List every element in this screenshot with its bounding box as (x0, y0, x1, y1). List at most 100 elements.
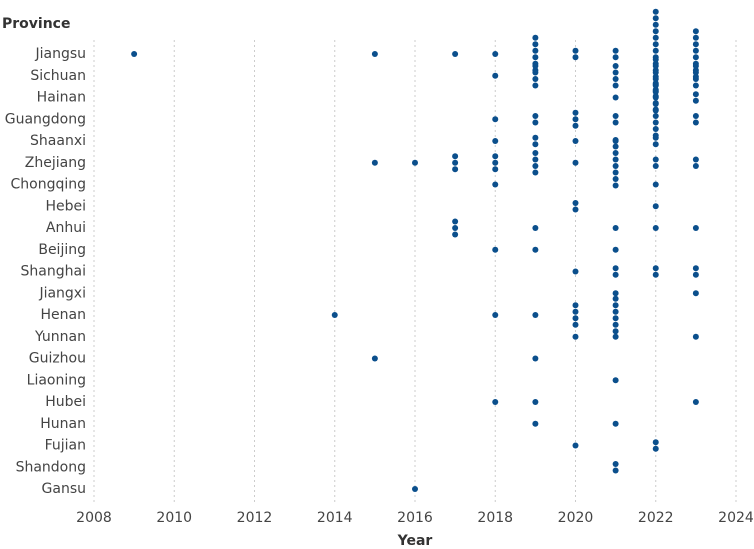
dot (532, 34, 539, 41)
dot (492, 399, 499, 405)
dot (612, 63, 619, 69)
dot (572, 333, 579, 340)
dot (692, 163, 699, 169)
dot (652, 225, 659, 231)
dot (572, 109, 579, 116)
dot (612, 315, 619, 322)
dot (532, 41, 539, 48)
dot (652, 15, 659, 22)
dot (612, 82, 619, 89)
dot (692, 271, 699, 278)
dot (612, 137, 619, 143)
dot (692, 54, 699, 61)
dot (692, 47, 699, 54)
dot (452, 225, 459, 231)
dot (692, 113, 699, 119)
dot (492, 159, 499, 166)
dot (532, 399, 539, 405)
x-tick-label: 2014 (317, 510, 353, 526)
dot (612, 302, 619, 309)
y-tick-label: Shanghai (21, 264, 86, 280)
x-axis-title: Year (397, 533, 433, 549)
dot (612, 265, 619, 272)
dot (532, 156, 539, 163)
dot (572, 268, 579, 275)
dot (692, 91, 699, 98)
dot (612, 156, 619, 163)
dot (652, 445, 659, 452)
dot (452, 51, 459, 57)
dot (692, 34, 699, 41)
dot (652, 126, 659, 132)
dot (652, 141, 659, 148)
dot (532, 312, 539, 318)
dot (492, 166, 499, 173)
dot (532, 113, 539, 119)
dot (652, 63, 659, 69)
dot (532, 355, 539, 362)
dot (692, 399, 699, 405)
dot (532, 141, 539, 148)
dot (692, 82, 699, 89)
dot (371, 51, 378, 57)
y-tick-label: Liaoning (27, 372, 86, 388)
dot (692, 265, 699, 272)
dot (371, 159, 378, 166)
dot (492, 138, 499, 144)
x-tick-label: 2016 (397, 510, 433, 526)
dot (612, 150, 619, 156)
dot (452, 153, 459, 160)
dot (612, 420, 619, 427)
y-tick-label: Guizhou (29, 351, 86, 367)
dot (692, 333, 699, 340)
dot (532, 134, 539, 141)
dot (612, 328, 619, 335)
dot (612, 308, 619, 315)
dot (492, 312, 499, 318)
dot (612, 69, 619, 76)
dot (612, 377, 619, 384)
dot (692, 28, 699, 35)
dot (612, 143, 619, 150)
dot (652, 81, 659, 88)
y-tick-label: Gansu (42, 481, 86, 497)
dot (692, 63, 699, 69)
dot (492, 72, 499, 79)
dot (652, 106, 659, 113)
x-tick-label: 2012 (237, 510, 273, 526)
dot (612, 163, 619, 169)
dot (652, 76, 659, 82)
dot (532, 69, 539, 76)
dot (572, 138, 579, 144)
x-tick-label: 2020 (558, 510, 594, 526)
dot (452, 159, 459, 166)
x-tick-label: 2010 (156, 510, 192, 526)
y-tick-label: Jiangsu (34, 46, 86, 62)
dot (371, 355, 378, 362)
dot (572, 200, 579, 206)
dot (652, 69, 659, 76)
dot (692, 119, 699, 126)
dot (652, 439, 659, 446)
dot (492, 181, 499, 188)
dot (652, 47, 659, 54)
dot (532, 47, 539, 54)
dot (612, 113, 619, 119)
dot (612, 54, 619, 61)
x-tick-label: 2008 (76, 510, 112, 526)
y-tick-label: Yunnan (34, 329, 86, 345)
dot (652, 113, 659, 119)
dot (532, 54, 539, 61)
y-tick-label: Sichuan (30, 68, 86, 84)
dot (572, 308, 579, 315)
dot (612, 47, 619, 54)
dot (532, 76, 539, 82)
dot (652, 181, 659, 188)
y-tick-label: Zhejiang (25, 155, 86, 171)
y-tick-label: Hunan (40, 416, 86, 432)
dot (652, 41, 659, 48)
dot (612, 225, 619, 231)
dot (612, 119, 619, 126)
y-tick-label: Guangdong (5, 111, 86, 127)
